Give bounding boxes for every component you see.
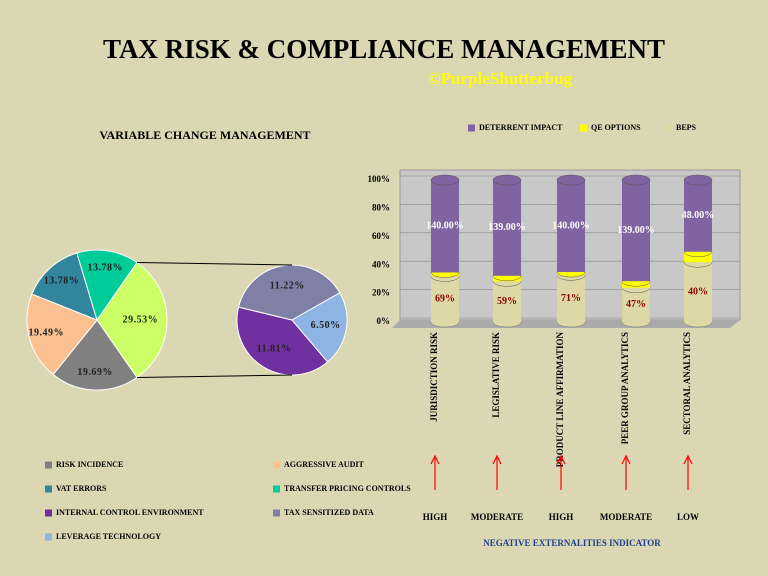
legend-swatch: [273, 461, 280, 469]
cylinder-segment: [557, 180, 585, 273]
cylinder-segment: [622, 180, 650, 282]
legend-label: QE OPTIONS: [591, 123, 641, 132]
value-label: 139.00%: [617, 225, 655, 236]
cylinder-cap: [621, 174, 651, 186]
value-label: 140.00%: [426, 221, 464, 232]
value-label: 40%: [688, 286, 708, 297]
legend-label: DETERRENT IMPACT: [479, 123, 563, 132]
indicator-label: MODERATE: [600, 512, 652, 522]
x-tick-label: LEGISLATIVE RISK: [491, 332, 501, 418]
y-tick-label: 100%: [368, 174, 391, 184]
pie-slice: [76, 249, 138, 322]
legend-swatch: [273, 509, 280, 517]
pie-slice: [96, 261, 168, 379]
cylinder-segment: [684, 262, 712, 322]
legend-swatch: [665, 124, 672, 132]
y-tick-label: 0%: [377, 316, 391, 326]
slice-label: 11.81%: [257, 343, 292, 354]
indicator-label: MODERATE: [471, 512, 523, 522]
legend-label: TRANSFER PRICING CONTROLS: [284, 484, 411, 493]
legend-label: RISK INCIDENCE: [56, 460, 123, 469]
legend-label: TAX SENSITIZED DATA: [284, 508, 374, 517]
slice-label: 19.69%: [77, 367, 113, 378]
legend-swatch: [468, 124, 475, 132]
indicator-label: HIGH: [549, 512, 574, 522]
pie-title: VARIABLE CHANGE MANAGEMENT: [99, 128, 310, 142]
legend-label: INTERNAL CONTROL ENVIRONMENT: [56, 508, 204, 517]
x-tick-label: JURISDICTION RISK: [429, 332, 439, 422]
cylinder-segment: [493, 180, 521, 276]
legend-swatch: [45, 485, 52, 493]
indicator-title: NEGATIVE EXTERNALITIES INDICATOR: [483, 538, 661, 548]
slice-label: 29.53%: [123, 314, 159, 325]
indicator-label: LOW: [677, 512, 699, 522]
legend-swatch: [580, 124, 587, 132]
cylinder-cap: [683, 174, 713, 186]
legend-label: BEPS: [676, 123, 697, 132]
indicator-arrowhead: [683, 454, 693, 465]
indicator-label: HIGH: [423, 512, 448, 522]
y-tick-label: 40%: [372, 259, 390, 269]
cylinder-segment: [493, 281, 521, 322]
slice-label: 13.78%: [87, 262, 123, 273]
cylinder-cap: [492, 174, 522, 186]
value-label: 48.00%: [682, 210, 715, 221]
y-tick-label: 80%: [372, 202, 390, 212]
indicator-arrowhead: [556, 454, 566, 465]
legend-swatch: [273, 485, 280, 493]
cylinder-cap: [430, 174, 460, 186]
x-tick-label: PRODUCT LINE AFFIRMATION: [555, 332, 565, 468]
legend-label: LEVERAGE TECHNOLOGY: [56, 532, 161, 541]
cylinder-segment: [622, 287, 650, 322]
x-tick-label: SECTORAL ANALYTICS: [682, 332, 692, 435]
connector-line: [136, 262, 293, 266]
slice-label: 13.78%: [44, 276, 80, 287]
value-label: 69%: [435, 294, 455, 305]
pie-slice: [237, 264, 341, 321]
cylinder-cap: [556, 174, 586, 186]
legend-swatch: [45, 533, 52, 541]
y-tick-label: 60%: [372, 231, 390, 241]
value-label: 47%: [626, 299, 646, 310]
legend-swatch: [45, 509, 52, 517]
value-label: 140.00%: [552, 220, 590, 231]
slide-title: TAX RISK & COMPLIANCE MANAGEMENT: [103, 34, 665, 64]
pie-slice: [26, 293, 98, 376]
pie-slice: [31, 252, 98, 321]
legend-label: VAT ERRORS: [56, 484, 107, 493]
cylinder-segment: [557, 275, 585, 322]
legend-swatch: [45, 461, 52, 469]
cylinder-segment: [431, 276, 459, 322]
cylinder-segment: [684, 180, 712, 252]
value-label: 59%: [497, 296, 517, 307]
pie-slice: [291, 292, 348, 363]
legend-label: AGGRESSIVE AUDIT: [284, 460, 364, 469]
slice-label: 6.50%: [311, 320, 341, 331]
value-label: 71%: [561, 293, 581, 304]
indicator-arrowhead: [492, 454, 502, 465]
indicator-arrowhead: [430, 454, 440, 465]
y-tick-label: 20%: [372, 288, 390, 298]
value-label: 139.00%: [488, 222, 526, 233]
cylinder-segment: [431, 180, 459, 273]
slice-label: 19.49%: [28, 328, 64, 339]
slide-subtitle: ©PurpleShutterbug: [428, 69, 572, 88]
x-tick-label: PEER GROUP ANALYTICS: [620, 332, 630, 444]
indicator-arrowhead: [621, 454, 631, 465]
pie-slice: [236, 306, 329, 376]
connector-line: [136, 374, 293, 378]
pie-slice: [52, 319, 138, 391]
slice-label: 11.22%: [270, 281, 305, 292]
